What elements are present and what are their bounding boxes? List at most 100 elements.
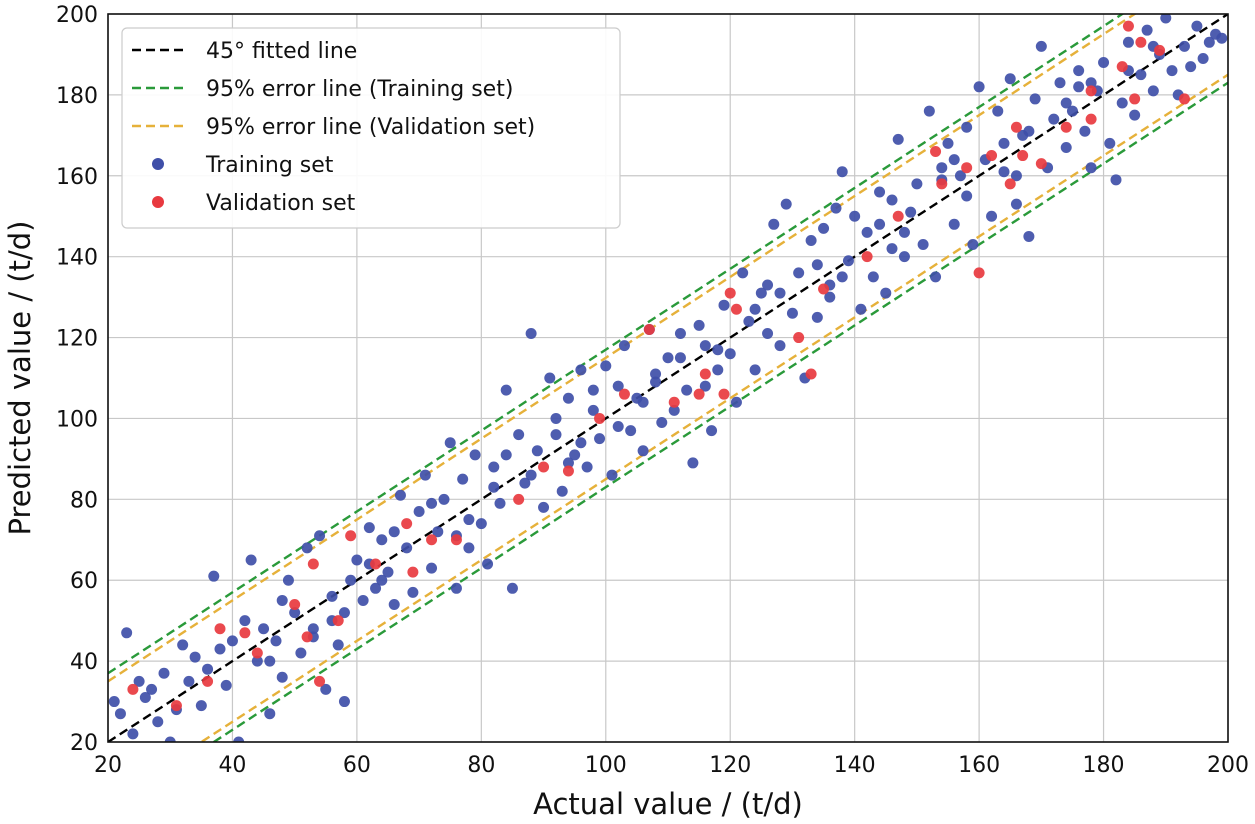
- data-point: [594, 433, 606, 445]
- data-point: [370, 582, 382, 594]
- data-point: [743, 315, 755, 327]
- data-point: [805, 368, 817, 380]
- data-point: [376, 574, 388, 586]
- data-point: [986, 150, 998, 162]
- data-point: [681, 384, 693, 396]
- data-point: [370, 558, 382, 570]
- data-point: [762, 328, 774, 340]
- data-point: [1085, 162, 1097, 174]
- legend-marker-swatch: [152, 158, 164, 170]
- data-point: [463, 542, 475, 554]
- data-point: [911, 178, 923, 190]
- data-point: [438, 493, 450, 505]
- data-point: [569, 449, 581, 461]
- data-point: [1104, 137, 1116, 149]
- data-point: [1116, 97, 1128, 109]
- data-point: [307, 558, 319, 570]
- data-point: [836, 271, 848, 283]
- data-point: [668, 396, 680, 408]
- data-point: [332, 615, 344, 627]
- data-point: [133, 675, 145, 687]
- data-point: [457, 473, 469, 485]
- data-point: [562, 465, 574, 477]
- data-point: [606, 469, 618, 481]
- data-point: [407, 586, 419, 598]
- data-point: [314, 675, 326, 687]
- data-point: [513, 493, 525, 505]
- data-point: [233, 736, 245, 742]
- data-point: [413, 505, 425, 517]
- data-point: [139, 692, 151, 704]
- data-points: [108, 14, 1228, 742]
- data-point: [1122, 36, 1134, 48]
- data-point: [1085, 113, 1097, 125]
- data-point: [258, 623, 270, 635]
- data-point: [898, 251, 910, 263]
- data-point: [755, 287, 767, 299]
- data-point: [469, 449, 481, 461]
- data-point: [214, 623, 226, 635]
- y-tick-label: 80: [70, 488, 98, 513]
- data-point: [618, 340, 630, 352]
- data-point: [992, 105, 1004, 117]
- reference-line: [108, 14, 1125, 675]
- data-point: [718, 299, 730, 311]
- data-point: [973, 81, 985, 93]
- data-point: [239, 627, 251, 639]
- data-point: [506, 582, 518, 594]
- data-point: [394, 489, 406, 501]
- data-point: [1073, 65, 1085, 77]
- data-point: [121, 627, 133, 639]
- data-point: [917, 239, 929, 251]
- data-point: [581, 461, 593, 473]
- data-point: [625, 425, 637, 437]
- data-point: [712, 344, 724, 356]
- data-point: [855, 303, 867, 315]
- reference-line: [108, 14, 1137, 683]
- data-point: [388, 598, 400, 610]
- data-point: [612, 421, 624, 433]
- x-tick-label: 40: [218, 753, 246, 778]
- data-point: [158, 667, 170, 679]
- data-point: [1191, 20, 1203, 32]
- data-point: [208, 570, 220, 582]
- data-point: [923, 105, 935, 117]
- x-tick-label: 100: [585, 753, 627, 778]
- data-point: [1073, 81, 1085, 93]
- data-point: [525, 469, 537, 481]
- data-point: [1010, 121, 1022, 133]
- data-point: [1004, 178, 1016, 190]
- data-point: [1154, 44, 1166, 56]
- data-point: [650, 376, 662, 388]
- data-point: [1023, 230, 1035, 242]
- data-point: [774, 287, 786, 299]
- data-point: [251, 655, 263, 667]
- data-point: [842, 255, 854, 267]
- data-point: [824, 291, 836, 303]
- data-point: [1085, 77, 1097, 89]
- data-point: [388, 526, 400, 538]
- data-point: [612, 380, 624, 392]
- data-point: [650, 368, 662, 380]
- data-point: [307, 623, 319, 635]
- data-point: [314, 530, 326, 542]
- data-point: [338, 696, 350, 708]
- data-point: [544, 372, 556, 384]
- data-point: [556, 485, 568, 497]
- data-point: [538, 461, 550, 473]
- data-point: [488, 461, 500, 473]
- reference-lines: [108, 14, 1228, 742]
- tick-labels: 20 40 60 80 100 120 140 160 180 200 20 40 60 80 100 120…: [56, 3, 1249, 778]
- data-point: [892, 133, 904, 145]
- data-point: [1110, 174, 1122, 186]
- y-tick-label: 180: [56, 84, 98, 109]
- data-point: [662, 352, 674, 364]
- data-point: [282, 574, 294, 586]
- reference-line: [108, 14, 1228, 742]
- data-point: [488, 481, 500, 493]
- data-point: [202, 663, 214, 675]
- data-point: [749, 303, 761, 315]
- y-tick-label: 40: [70, 650, 98, 675]
- data-point: [276, 594, 288, 606]
